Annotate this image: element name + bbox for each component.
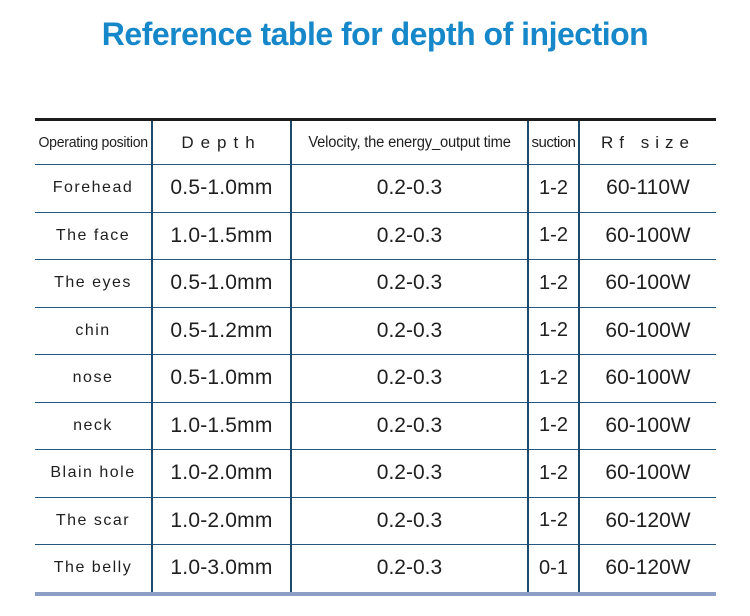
cell-rf-size: 60-100W: [579, 401, 716, 450]
cell-velocity: 0.2-0.3: [291, 259, 529, 307]
table-row-neck: neck 1.0-1.5mm 0.2-0.3 1-2 60-100W: [35, 401, 716, 450]
cell-rf-size: 60-100W: [579, 211, 716, 260]
cell-depth: 0.5-1.0mm: [152, 354, 292, 402]
cell-rf-size: 60-100W: [579, 449, 716, 497]
cell-rf-size: 60-100W: [579, 354, 716, 402]
table-row-forehead: Forehead 0.5-1.0mm 0.2-0.3 1-2 60-110W: [35, 164, 716, 212]
table-row-the-eyes: The eyes 0.5-1.0mm 0.2-0.3 1-2 60-100W: [35, 259, 716, 307]
column-header-rf-size: Rf size: [579, 119, 716, 165]
cell-position: nose: [35, 354, 153, 402]
cell-velocity: 0.2-0.3: [291, 449, 529, 497]
cell-rf-size: 60-120W: [579, 544, 716, 594]
table-row-the-face: The face 1.0-1.5mm 0.2-0.3 1-2 60-100W: [35, 211, 716, 260]
cell-position: chin: [35, 306, 153, 355]
cell-position: Blain hole: [35, 449, 153, 497]
cell-depth: 1.0-1.5mm: [152, 211, 292, 260]
cell-position: neck: [35, 401, 153, 450]
cell-velocity: 0.2-0.3: [291, 354, 529, 402]
cell-position: Forehead: [35, 164, 153, 212]
cell-rf-size: 60-100W: [579, 259, 716, 307]
cell-velocity: 0.2-0.3: [291, 496, 529, 545]
cell-suction: 1-2: [528, 449, 580, 497]
cell-suction: 1-2: [528, 259, 580, 307]
table-header: Operating position Depth Velocity, the e…: [35, 119, 716, 165]
column-header-suction: suction: [528, 119, 580, 165]
cell-depth: 0.5-1.2mm: [152, 306, 292, 355]
cell-velocity: 0.2-0.3: [291, 164, 529, 212]
cell-position: The scar: [35, 496, 153, 545]
cell-depth: 1.0-3.0mm: [152, 544, 292, 594]
column-header-operating-position: Operating position: [35, 119, 153, 165]
cell-velocity: 0.2-0.3: [291, 544, 529, 594]
column-header-velocity: Velocity, the energy_output time: [291, 119, 529, 165]
cell-depth: 1.0-2.0mm: [152, 449, 292, 497]
cell-suction: 1-2: [528, 496, 580, 545]
cell-rf-size: 60-110W: [606, 176, 690, 200]
cell-depth: 0.5-1.0mm: [152, 259, 292, 307]
cell-suction: 0-1: [528, 544, 580, 594]
table-row-nose: nose 0.5-1.0mm 0.2-0.3 1-2 60-100W: [35, 354, 716, 402]
cell-suction: 1-2: [528, 211, 580, 260]
cell-rf-size: 60-100W: [579, 306, 716, 355]
cell-rf-size: 60-120W: [579, 496, 716, 545]
column-header-depth: Depth: [152, 119, 292, 165]
table-row-the-scar: The scar 1.0-2.0mm 0.2-0.3 1-2 60-120W: [35, 496, 716, 545]
cell-suction: 1-2: [528, 164, 580, 212]
cell-position: The face: [35, 211, 153, 260]
table-row-blain-hole: Blain hole 1.0-2.0mm 0.2-0.3 1-2 60-100W: [35, 449, 716, 497]
cell-depth: 1.0-2.0mm: [152, 496, 292, 545]
cell-velocity: 0.2-0.3: [291, 211, 529, 260]
header-row: Operating position Depth Velocity, the e…: [35, 119, 716, 165]
cell-position: The eyes: [35, 259, 153, 307]
table-body: Forehead 0.5-1.0mm 0.2-0.3 1-2 60-110W T…: [35, 164, 716, 594]
cell-depth: 0.5-1.0mm: [152, 164, 292, 212]
cell-suction: 1-2: [528, 401, 580, 450]
table-row-chin: chin 0.5-1.2mm 0.2-0.3 1-2 60-100W: [35, 306, 716, 355]
page-title: Reference table for depth of injection: [101, 16, 649, 52]
cell-position: The belly: [35, 544, 153, 594]
cell-depth: 1.0-1.5mm: [152, 401, 292, 450]
cell-velocity: 0.2-0.3: [291, 306, 529, 355]
table-row-the-belly: The belly 1.0-3.0mm 0.2-0.3 0-1 60-120W: [35, 544, 716, 594]
cell-suction: 1-2: [528, 306, 580, 355]
cell-velocity: 0.2-0.3: [291, 401, 529, 450]
cell-suction: 1-2: [528, 354, 580, 402]
injection-depth-table: Operating position Depth Velocity, the e…: [35, 118, 716, 596]
